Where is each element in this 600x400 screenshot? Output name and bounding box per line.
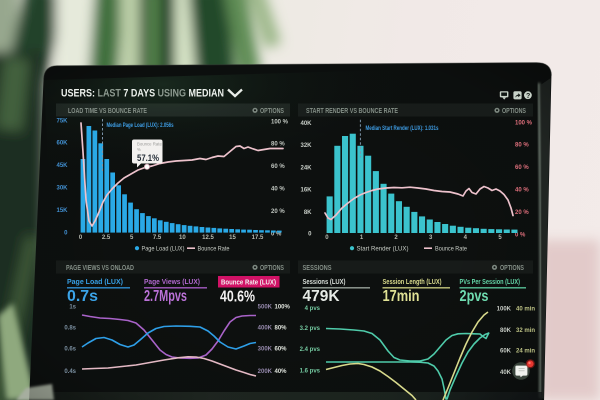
svg-text:45K: 45K bbox=[56, 163, 68, 169]
svg-text:2.5: 2.5 bbox=[102, 235, 111, 241]
svg-text:5: 5 bbox=[130, 235, 134, 241]
svg-text:15K: 15K bbox=[56, 208, 68, 214]
svg-text:15: 15 bbox=[229, 235, 236, 241]
svg-text:500K: 500K bbox=[258, 304, 273, 310]
svg-text:1s: 1s bbox=[69, 304, 76, 310]
svg-text:0 %: 0 % bbox=[271, 231, 282, 237]
svg-text:Sessions (LUX): Sessions (LUX) bbox=[303, 279, 346, 286]
svg-text:0.4s: 0.4s bbox=[64, 369, 76, 375]
svg-text:Median Start Render (LUX): 1.0: Median Start Render (LUX): 1.031s bbox=[366, 126, 439, 132]
svg-text:Page Load (LUX): Page Load (LUX) bbox=[142, 247, 185, 253]
svg-text:5: 5 bbox=[498, 235, 502, 241]
svg-text:17min: 17min bbox=[383, 288, 420, 305]
svg-text:3.2 pvs: 3.2 pvs bbox=[300, 326, 321, 332]
svg-text:80%: 80% bbox=[275, 326, 288, 332]
svg-text:0.8s: 0.8s bbox=[64, 326, 76, 332]
svg-text:OPTIONS: OPTIONS bbox=[500, 265, 524, 272]
svg-text:32 min: 32 min bbox=[516, 328, 535, 334]
svg-text:Page Views (LUX): Page Views (LUX) bbox=[144, 279, 200, 286]
svg-text:479K: 479K bbox=[303, 288, 341, 305]
svg-text:24K: 24K bbox=[300, 165, 312, 171]
svg-text:7.5: 7.5 bbox=[153, 235, 162, 241]
svg-text:100 %: 100 % bbox=[271, 119, 289, 125]
svg-text:100%: 100% bbox=[275, 304, 291, 310]
svg-text:16K: 16K bbox=[300, 188, 312, 194]
svg-text:12.5: 12.5 bbox=[202, 235, 214, 241]
svg-text:START RENDER VS BOUNCE RATE: START RENDER VS BOUNCE RATE bbox=[306, 108, 398, 115]
svg-text:SESSIONS: SESSIONS bbox=[303, 265, 332, 272]
svg-text:80 %: 80 % bbox=[515, 143, 529, 149]
svg-text:Bounce Rate: Bounce Rate bbox=[435, 247, 468, 253]
svg-text:USERS: LAST 7 DAYS USING MEDIA: USERS: LAST 7 DAYS USING MEDIAN bbox=[61, 88, 224, 100]
svg-text:400K: 400K bbox=[258, 326, 273, 332]
svg-text:Bounce Rate (LUX): Bounce Rate (LUX) bbox=[221, 279, 276, 286]
svg-text:40.6%: 40.6% bbox=[220, 289, 255, 306]
svg-text:0: 0 bbox=[64, 230, 68, 236]
svg-text:2.4 pvs: 2.4 pvs bbox=[300, 347, 321, 353]
svg-text:57.1%: 57.1% bbox=[137, 153, 159, 163]
svg-text:40K: 40K bbox=[500, 370, 512, 376]
svg-text:40K: 40K bbox=[300, 121, 312, 127]
svg-text:40 min: 40 min bbox=[516, 306, 535, 312]
svg-text:Bounce Rate: Bounce Rate bbox=[137, 142, 162, 147]
svg-text:10: 10 bbox=[179, 235, 186, 241]
svg-text:20 %: 20 % bbox=[271, 209, 285, 215]
svg-text:OPTIONS: OPTIONS bbox=[502, 108, 526, 115]
svg-text:24 min: 24 min bbox=[516, 348, 535, 354]
svg-text:75K: 75K bbox=[56, 118, 68, 124]
svg-text:0: 0 bbox=[325, 235, 329, 241]
svg-text:Median Page Load (LUX): 2.056s: Median Page Load (LUX): 2.056s bbox=[107, 123, 174, 129]
svg-text:60%: 60% bbox=[275, 347, 288, 353]
svg-text:40%: 40% bbox=[275, 369, 288, 375]
svg-text:2.7Mpvs: 2.7Mpvs bbox=[144, 288, 187, 305]
svg-text:100 %: 100 % bbox=[515, 120, 533, 126]
svg-text:300K: 300K bbox=[258, 347, 273, 353]
svg-text:200K: 200K bbox=[258, 369, 273, 375]
svg-text:100K: 100K bbox=[497, 306, 512, 312]
svg-text:0 %: 0 % bbox=[515, 232, 526, 238]
svg-text:?: ? bbox=[526, 93, 530, 100]
svg-text:1.6 pvs: 1.6 pvs bbox=[300, 368, 321, 374]
svg-text:PAGE VIEWS VS ONLOAD: PAGE VIEWS VS ONLOAD bbox=[66, 265, 134, 272]
svg-text:80K: 80K bbox=[500, 328, 512, 334]
svg-text:40 %: 40 % bbox=[515, 188, 529, 194]
svg-text:Session Length (LUX): Session Length (LUX) bbox=[383, 279, 442, 286]
svg-text:20 %: 20 % bbox=[515, 210, 529, 216]
svg-text:60 %: 60 % bbox=[271, 164, 285, 170]
svg-text:60 %: 60 % bbox=[515, 165, 529, 171]
svg-text:2: 2 bbox=[394, 235, 398, 241]
svg-text:8K: 8K bbox=[304, 210, 312, 216]
svg-text:80 %: 80 % bbox=[271, 142, 285, 148]
svg-text:40 %: 40 % bbox=[271, 187, 285, 193]
svg-text:60K: 60K bbox=[500, 348, 512, 354]
svg-text:0.6s: 0.6s bbox=[64, 347, 76, 353]
svg-text:Start Render (LUX): Start Render (LUX) bbox=[357, 247, 409, 253]
svg-text:0: 0 bbox=[79, 235, 83, 241]
svg-text:0.7s: 0.7s bbox=[67, 288, 98, 305]
svg-text:60K: 60K bbox=[56, 141, 68, 147]
svg-text:0: 0 bbox=[308, 232, 312, 238]
svg-text:32K: 32K bbox=[300, 143, 312, 149]
svg-text:17.5: 17.5 bbox=[252, 235, 264, 241]
svg-text:OPTIONS: OPTIONS bbox=[260, 265, 284, 272]
svg-text:4 pvs: 4 pvs bbox=[305, 306, 321, 312]
svg-text:1: 1 bbox=[360, 235, 364, 241]
svg-text:LOAD TIME VS BOUNCE RATE: LOAD TIME VS BOUNCE RATE bbox=[68, 108, 147, 115]
svg-text:OPTIONS: OPTIONS bbox=[260, 108, 284, 115]
svg-text:Bounce Rate: Bounce Rate bbox=[198, 247, 231, 253]
svg-text:2pvs: 2pvs bbox=[460, 288, 489, 305]
svg-text:PVs Per Session (LUX): PVs Per Session (LUX) bbox=[460, 279, 521, 286]
svg-text:30K: 30K bbox=[56, 186, 68, 192]
svg-text:4: 4 bbox=[464, 235, 468, 241]
svg-text:Page Load (LUX): Page Load (LUX) bbox=[67, 279, 123, 286]
svg-text:3: 3 bbox=[429, 235, 433, 241]
svg-text:%: % bbox=[137, 147, 141, 152]
